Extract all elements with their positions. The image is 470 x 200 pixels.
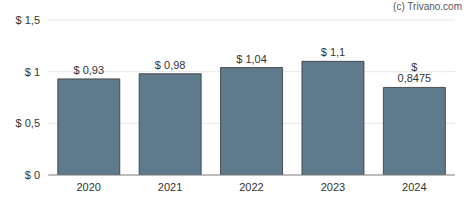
svg-text:$ 0,93: $ 0,93: [73, 64, 104, 76]
svg-text:$ 1,1: $ 1,1: [321, 46, 345, 58]
svg-text:$ 0,5: $ 0,5: [16, 117, 40, 129]
html-text:(c) Trivano.com: (c) Trivano.com: [393, 1, 462, 12]
svg-text:2021: 2021: [158, 181, 182, 193]
svg-text:$ 0: $ 0: [25, 169, 40, 181]
svg-text:2024: 2024: [402, 181, 426, 193]
svg-text:$0,8475: $0,8475: [398, 61, 432, 84]
svg-text:$ 1: $ 1: [25, 66, 40, 78]
svg-text:$ 0,98: $ 0,98: [155, 59, 186, 71]
svg-text:2022: 2022: [239, 181, 263, 193]
svg-text:2023: 2023: [321, 181, 345, 193]
svg-text:$ 1,04: $ 1,04: [236, 53, 267, 65]
svg-text:$ 1,5: $ 1,5: [16, 14, 40, 26]
svg-text:2020: 2020: [76, 181, 100, 193]
